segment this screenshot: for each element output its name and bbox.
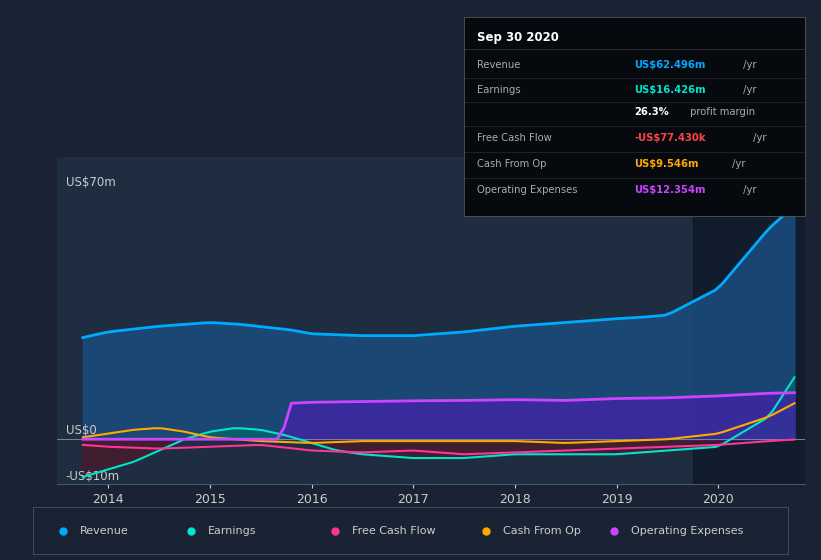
Text: -US$77.430k: -US$77.430k (635, 133, 706, 143)
Text: Revenue: Revenue (478, 59, 521, 69)
Text: US$12.354m: US$12.354m (635, 185, 706, 195)
Text: US$0: US$0 (66, 424, 96, 437)
Text: Operating Expenses: Operating Expenses (478, 185, 578, 195)
Text: 26.3%: 26.3% (635, 107, 669, 117)
Text: US$70m: US$70m (66, 176, 116, 189)
Text: /yr: /yr (740, 185, 756, 195)
Text: Cash From Op: Cash From Op (502, 526, 580, 535)
Text: Earnings: Earnings (208, 526, 257, 535)
Text: /yr: /yr (729, 159, 745, 169)
Text: /yr: /yr (740, 59, 756, 69)
Text: Earnings: Earnings (478, 85, 521, 95)
Text: /yr: /yr (740, 85, 756, 95)
Text: US$62.496m: US$62.496m (635, 59, 705, 69)
Text: US$16.426m: US$16.426m (635, 85, 706, 95)
Text: profit margin: profit margin (687, 107, 755, 117)
Text: Cash From Op: Cash From Op (478, 159, 547, 169)
Text: Free Cash Flow: Free Cash Flow (351, 526, 435, 535)
Text: Free Cash Flow: Free Cash Flow (478, 133, 553, 143)
Text: Revenue: Revenue (80, 526, 128, 535)
Text: Operating Expenses: Operating Expenses (631, 526, 744, 535)
Text: Sep 30 2020: Sep 30 2020 (478, 31, 559, 44)
Text: US$9.546m: US$9.546m (635, 159, 699, 169)
Text: /yr: /yr (750, 133, 767, 143)
Bar (693, 157, 805, 484)
Text: -US$10m: -US$10m (66, 470, 120, 483)
